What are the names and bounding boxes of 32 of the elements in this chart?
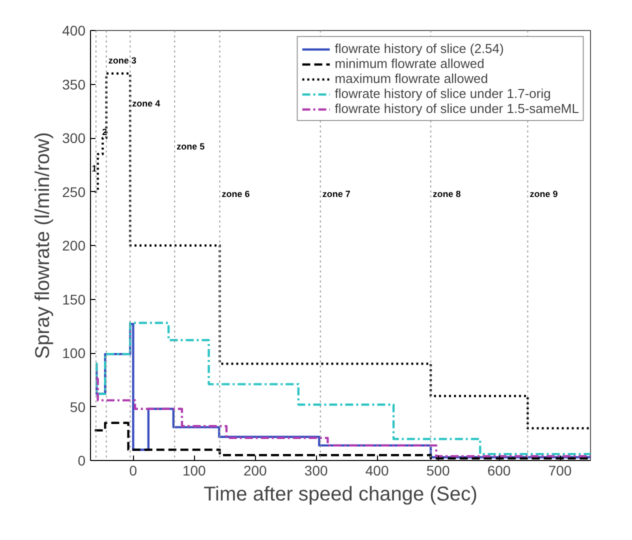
legend-label: flowrate history of slice (2.54)	[334, 41, 504, 56]
y-tick-label: 400	[62, 22, 86, 38]
x-tick-label: 0	[129, 462, 138, 478]
y-tick-label: 300	[62, 130, 86, 146]
legend-label: flowrate history of slice under 1.5-sameML	[334, 101, 579, 116]
ref-line-label: zone 8	[432, 188, 461, 199]
y-tick-label: 350	[62, 76, 86, 92]
x-tick-label: 500	[426, 462, 450, 478]
ref-line-label: zone 4	[132, 98, 160, 109]
legend-label: maximum flowrate allowed	[334, 71, 488, 86]
x-tick-label: 400	[365, 462, 389, 478]
y-tick-label: 200	[62, 238, 86, 254]
x-axis-title: Time after speed change (Sec)	[204, 484, 478, 506]
legend-label: minimum flowrate allowed	[334, 56, 484, 71]
y-tick-label: 100	[62, 345, 86, 361]
y-tick-label: 0	[78, 452, 86, 468]
ref-line-label: zone 5	[176, 142, 205, 152]
x-tick-label: 200	[243, 462, 268, 478]
x-tick-label: 300	[304, 462, 328, 478]
ref-line-label: zone 9	[530, 188, 558, 199]
ref-line-label: zone 7	[322, 188, 350, 199]
x-tick-label: 600	[487, 462, 511, 478]
y-tick-label: 150	[62, 291, 86, 308]
ref-line-label: zone 6	[222, 188, 250, 199]
y-tick-label: 250	[62, 184, 86, 200]
y-axis-title: Spray flowrate (l/min/row)	[32, 132, 54, 359]
annotation: 1	[92, 164, 97, 174]
ref-line-label: zone 3	[108, 56, 136, 66]
legend-label: flowrate history of slice under 1.7-orig	[334, 86, 551, 101]
x-tick-label: 100	[182, 462, 206, 478]
x-tick-label: 700	[548, 462, 572, 478]
y-tick-label: 50	[70, 398, 86, 415]
